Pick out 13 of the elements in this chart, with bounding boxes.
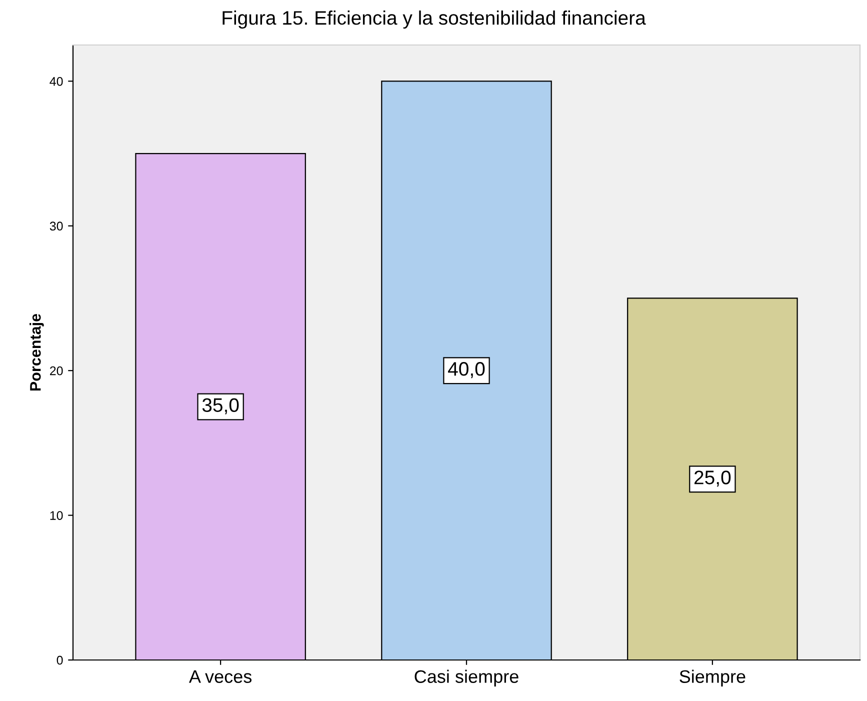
x-tick-label: A veces xyxy=(188,670,252,683)
y-tick-label: 20 xyxy=(50,366,63,376)
y-tick-label: 0 xyxy=(56,656,63,665)
y-tick-label: 30 xyxy=(50,222,63,231)
y-tick-label: 10 xyxy=(50,511,63,520)
data-label: 25,0 xyxy=(694,470,731,487)
data-label: 40,0 xyxy=(448,362,485,378)
y-axis-title: Porcentaje xyxy=(30,314,44,391)
data-label: 35,0 xyxy=(202,398,239,414)
y-tick-label: 40 xyxy=(50,76,63,86)
x-tick-label: Siempre xyxy=(680,670,746,687)
x-tick-label: Casi siempre xyxy=(414,670,518,687)
chart-title: Figura 15. Eficiencia y la sostenibilidad financiera xyxy=(222,10,646,29)
